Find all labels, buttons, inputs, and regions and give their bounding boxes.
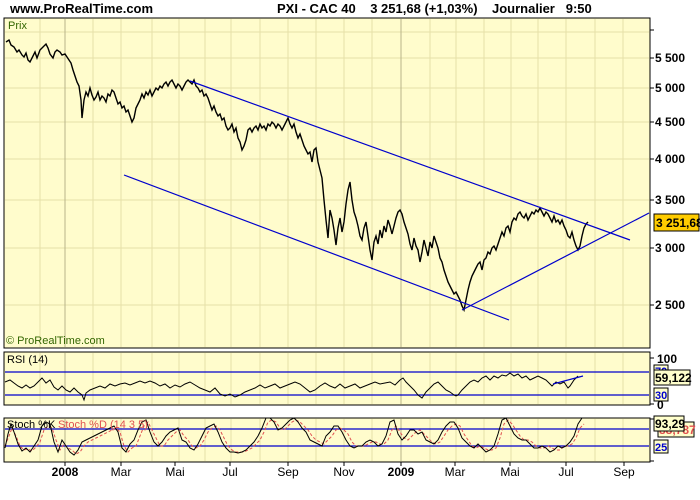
stoch-d-series <box>4 419 585 455</box>
trendlines[interactable] <box>123 80 650 321</box>
support-trendline[interactable] <box>461 212 650 311</box>
svg-text:3 000: 3 000 <box>655 241 685 255</box>
x-tick-sep-2008: Sep <box>277 465 299 479</box>
x-tick-jul-2009: Jul <box>558 465 573 479</box>
price-panel: Prix © ProRealTime.com 5 500 5 000 4 500… <box>3 17 700 349</box>
stoch-level-25-badge: 25 <box>653 439 669 454</box>
period: Journalier <box>492 1 555 16</box>
rsi-series <box>4 372 579 402</box>
price-y-labels: 5 500 5 000 4 500 4 000 3 500 3 000 2 50… <box>655 51 685 312</box>
x-tick-sep-2009: Sep <box>613 465 635 479</box>
time: 9:50 <box>565 1 592 16</box>
rsi-y-0: 0 <box>657 398 664 412</box>
watermark: © ProRealTime.com <box>6 335 105 347</box>
change-pct: (+1,03%) <box>424 1 478 16</box>
svg-text:4 000: 4 000 <box>655 152 685 166</box>
price-y-ticks <box>650 29 654 306</box>
rsi-trendline[interactable] <box>552 375 584 385</box>
rsi-label: RSI (14) <box>7 354 48 366</box>
last-price: 3 251,68 <box>370 1 421 16</box>
stoch-panel: Stoch %K Stoch %D (14 3 5) 88,787 93,29 … <box>3 415 696 463</box>
instrument-name: PXI - CAC 40 <box>277 1 356 16</box>
x-tick-mar-2008: Mar <box>111 465 132 479</box>
channel-upper-trendline[interactable] <box>189 80 631 241</box>
price-h-grid <box>5 31 649 306</box>
svg-text:5 500: 5 500 <box>655 51 685 65</box>
x-tick-jul-2008: Jul <box>222 465 237 479</box>
stoch-d-label: Stoch %D (14 3 5) <box>58 419 148 431</box>
price-v-grid <box>39 19 624 347</box>
x-tick-mai-2008: Mai <box>165 465 184 479</box>
x-tick-2009: 2009 <box>388 465 415 479</box>
x-tick-nov-2008: Nov <box>333 465 354 479</box>
stoch-k-label: Stoch %K <box>7 419 56 431</box>
x-axis: 2008 Mar Mai Jul Sep Nov 2009 Mar Mai Ju… <box>52 462 635 479</box>
svg-text:3 500: 3 500 <box>655 193 685 207</box>
svg-text:3 251,68: 3 251,68 <box>656 216 700 230</box>
svg-text:30: 30 <box>655 390 667 402</box>
channel-lower-trendline[interactable] <box>123 174 510 321</box>
x-tick-mar-2009: Mar <box>445 465 466 479</box>
rsi-y-100: 100 <box>657 352 677 366</box>
price-panel-label: Prix <box>8 20 27 32</box>
svg-text:59,122: 59,122 <box>655 371 692 385</box>
price-current-badge: 3 251,68 <box>653 213 700 232</box>
svg-text:5 000: 5 000 <box>655 81 685 95</box>
stoch-k-current-badge: 93,29 <box>653 415 685 432</box>
price-year-grid <box>64 19 402 347</box>
price-series <box>5 38 589 313</box>
rsi-level-30-badge: 30 <box>653 387 669 402</box>
chart-title: PXI - CAC 40 3 251,68 (+1,03%) Journalie… <box>277 0 592 18</box>
stoch-k-series <box>4 417 583 456</box>
svg-text:25: 25 <box>655 442 667 454</box>
x-tick-2008: 2008 <box>52 465 79 479</box>
rsi-current-badge: 59,122 <box>653 369 692 386</box>
site-title: www.ProRealTime.com <box>10 1 154 16</box>
x-tick-mai-2009: Mai <box>500 465 519 479</box>
rsi-panel: RSI (14) 100 0 70 30 59,122 <box>3 351 692 412</box>
svg-text:93,29: 93,29 <box>655 417 685 431</box>
svg-text:2 500: 2 500 <box>655 298 685 312</box>
svg-text:4 500: 4 500 <box>655 115 685 129</box>
